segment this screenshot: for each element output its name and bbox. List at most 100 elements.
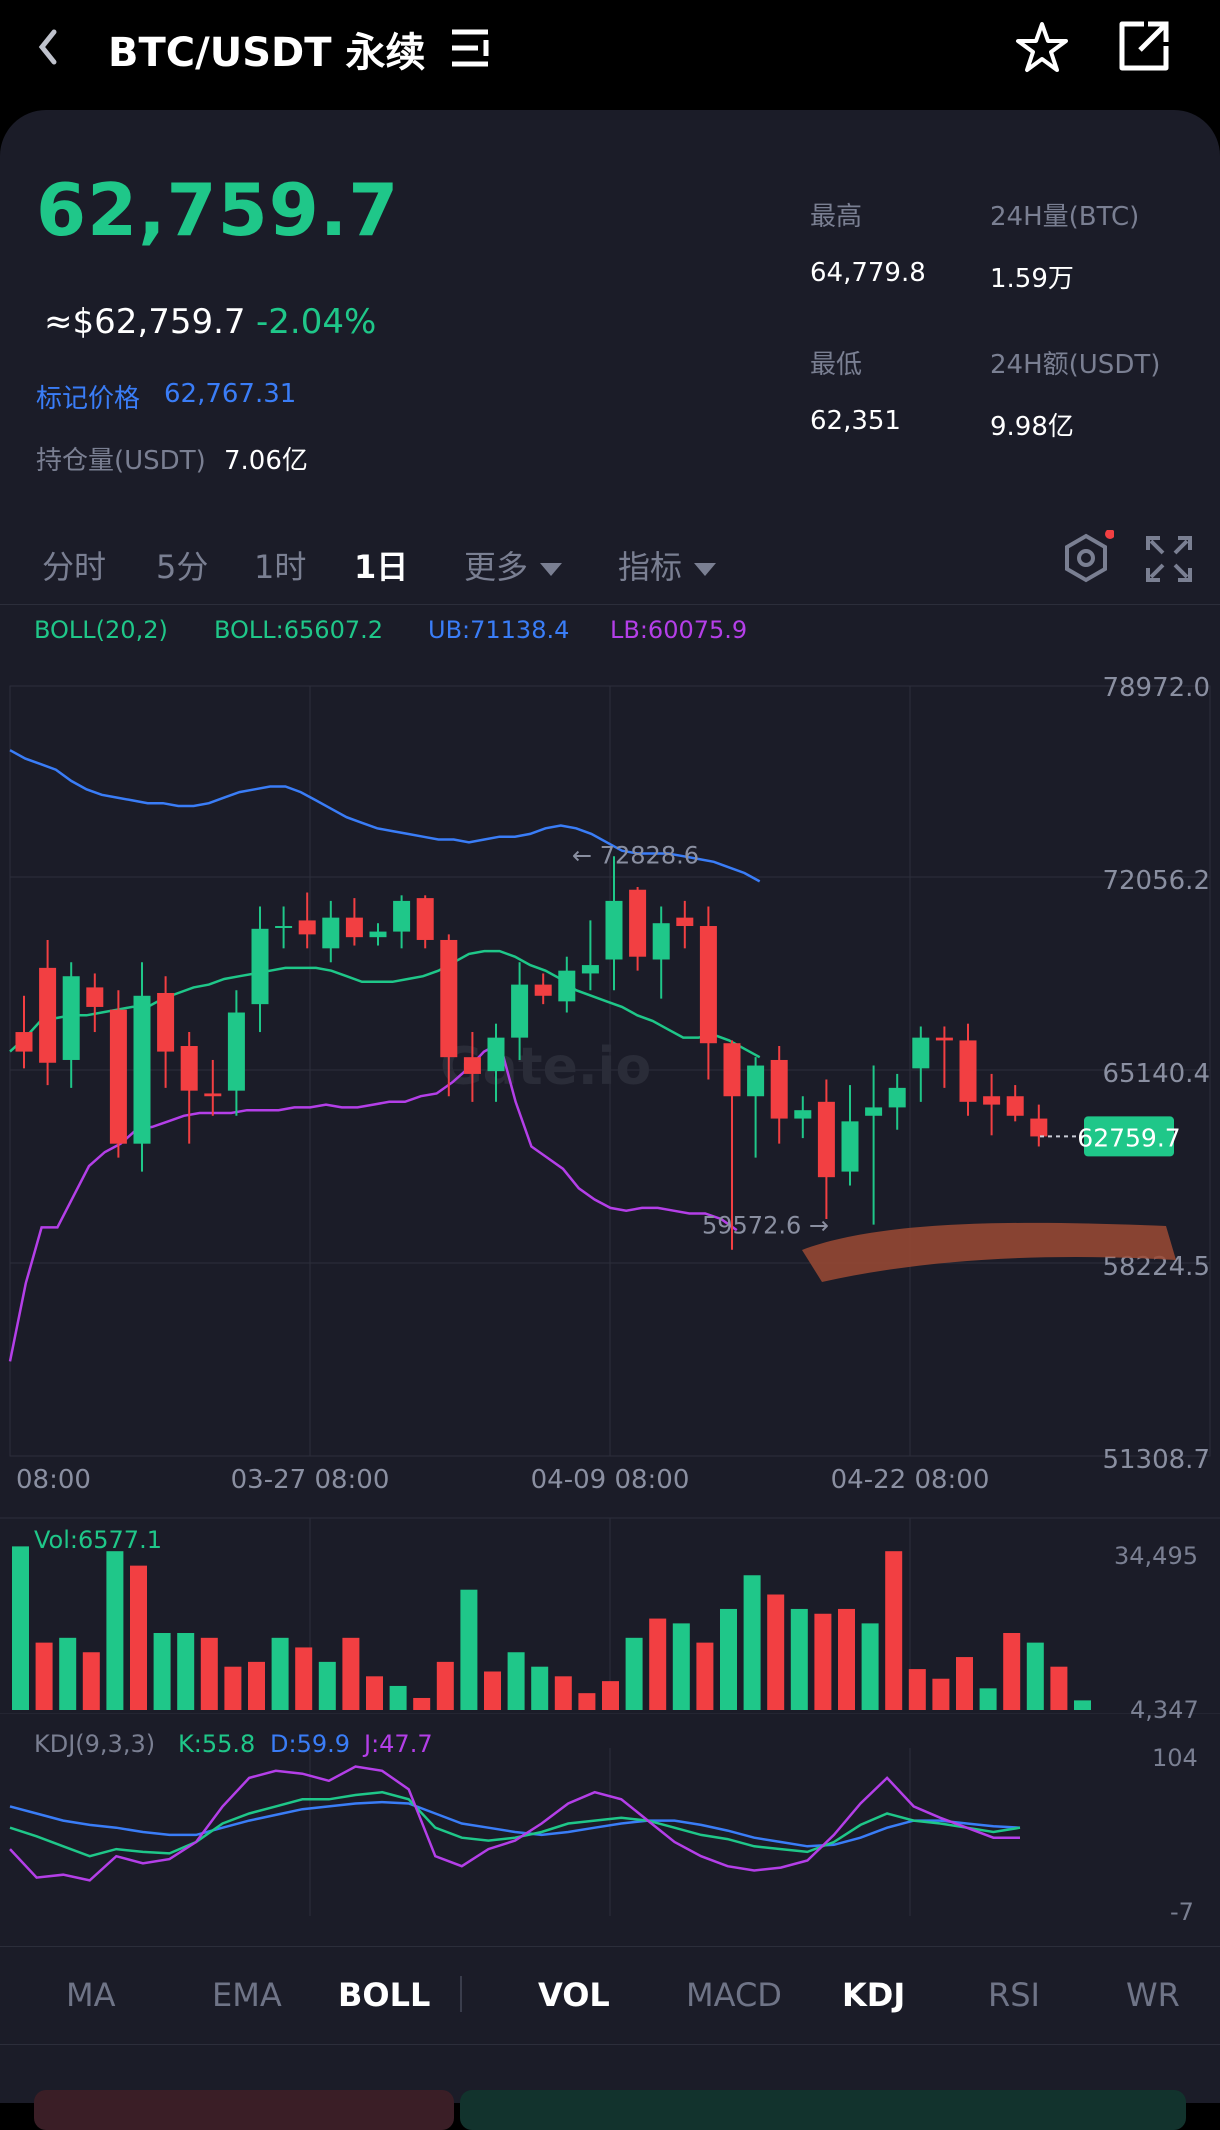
divider — [0, 604, 1220, 605]
x-axis-label: 04-09 08:00 — [531, 1465, 690, 1490]
boll-name: BOLL(20,2) — [34, 616, 168, 644]
candle-body — [511, 984, 529, 1038]
usd-price: ≈$62,759.7 — [44, 302, 246, 342]
candle-body — [676, 917, 694, 927]
volume-bottom-label: 4,347 — [1130, 1696, 1199, 1724]
open-interest-label: 持仓量(USDT) — [36, 446, 206, 476]
kdj-j: J:47.7 — [364, 1730, 433, 1758]
tab-separator — [460, 1976, 462, 2012]
candle-body — [629, 889, 647, 957]
low-label: 最低 — [810, 350, 863, 380]
volume-bar — [1026, 1642, 1044, 1710]
external-link-icon[interactable] — [1116, 18, 1172, 74]
candle-body — [534, 984, 552, 996]
star-outline-icon[interactable] — [1014, 20, 1070, 76]
chevron-left-icon[interactable] — [30, 22, 70, 72]
y-axis-label: 78972.0 — [1102, 673, 1210, 703]
volume-bar — [1074, 1700, 1091, 1710]
y-axis-label: 65140.4 — [1102, 1059, 1210, 1089]
candle-body — [15, 1032, 33, 1052]
candle-body — [204, 1093, 222, 1097]
volume-bar — [1050, 1666, 1068, 1710]
menu-lines-icon[interactable] — [448, 26, 492, 70]
candle-body — [251, 928, 269, 1005]
candle-body — [86, 987, 104, 1007]
caret-down-icon — [694, 563, 717, 576]
tab-indicator-label: 指标 — [618, 548, 683, 586]
candle-body — [369, 931, 387, 938]
tab-more-label: 更多 — [464, 548, 529, 586]
tab-more[interactable]: 更多 — [464, 542, 564, 588]
tab-wr[interactable]: WR — [1126, 1976, 1180, 2014]
tab-1hour[interactable]: 1时 — [254, 548, 307, 586]
candle-body — [1030, 1118, 1048, 1137]
candle-body — [959, 1040, 977, 1102]
volume-bar — [413, 1697, 431, 1710]
buy-button[interactable] — [460, 2090, 1186, 2130]
tab-timeline[interactable]: 分时 — [42, 548, 107, 586]
volume-bar — [625, 1637, 643, 1710]
volume-bar — [908, 1669, 926, 1710]
volume-bar — [672, 1623, 690, 1710]
amount-24h-label: 24H额(USDT) — [990, 350, 1161, 380]
fullscreen-icon[interactable] — [1146, 536, 1192, 582]
tab-boll[interactable]: BOLL — [338, 1976, 431, 2014]
page-title[interactable]: BTC/USDT 永续 — [108, 30, 426, 76]
candle-body — [888, 1087, 906, 1108]
y-axis-label: 51308.7 — [1102, 1445, 1210, 1475]
tab-indicator[interactable]: 指标 — [618, 542, 718, 588]
candle-body — [1006, 1096, 1024, 1116]
volume-bar — [484, 1671, 501, 1710]
chart-settings-icon[interactable] — [1058, 529, 1115, 586]
candle-body — [393, 900, 411, 932]
volume-bar — [507, 1652, 525, 1710]
tab-ma[interactable]: MA — [66, 1976, 116, 2014]
top-bar: BTC/USDT 永续 — [0, 0, 1220, 110]
volume-chart[interactable] — [0, 1514, 1220, 1714]
open-interest-value: 7.06亿 — [224, 446, 308, 476]
candle-body — [699, 926, 717, 1044]
candle-body — [322, 917, 340, 949]
kdj-name: KDJ(9,3,3) — [34, 1730, 156, 1758]
tab-vol[interactable]: VOL — [538, 1976, 610, 2014]
boll-lb: LB:60075.9 — [610, 616, 748, 644]
volume-bar — [720, 1608, 737, 1710]
current-price-tag-text: 62759.7 — [1077, 1123, 1180, 1152]
candle-body — [652, 923, 670, 960]
low-value: 62,351 — [810, 406, 901, 436]
tab-5min[interactable]: 5分 — [156, 548, 209, 586]
boll-ub: UB:71138.4 — [428, 616, 570, 644]
high-label: 最高 — [810, 202, 863, 232]
candle-body — [133, 995, 151, 1144]
candle-body — [275, 926, 293, 929]
volume-bar — [1003, 1633, 1021, 1710]
tab-ema[interactable]: EMA — [212, 1976, 282, 2014]
volume-bar — [578, 1693, 596, 1710]
volume-bar — [602, 1681, 619, 1710]
volume-bar — [436, 1661, 454, 1710]
tab-kdj[interactable]: KDJ — [842, 1976, 906, 2014]
candle-body — [157, 992, 175, 1052]
mark-price-label[interactable]: 标记价格 — [36, 384, 141, 414]
candlestick-chart[interactable]: Gate.io78972.072056.265140.458224.551308… — [0, 660, 1220, 1490]
sell-button[interactable] — [34, 2090, 454, 2130]
tab-macd[interactable]: MACD — [686, 1976, 782, 2014]
volume-bar — [979, 1688, 997, 1710]
kdj-chart[interactable] — [0, 1718, 1220, 1938]
candle-body — [558, 970, 576, 1002]
change-percent: -2.04% — [256, 302, 377, 342]
boll-mid: BOLL:65607.2 — [214, 616, 384, 644]
candle-body — [463, 1057, 481, 1074]
mark-price-value: 62,767.31 — [164, 379, 297, 409]
tab-1day[interactable]: 1日 — [354, 548, 409, 586]
tab-rsi[interactable]: RSI — [988, 1976, 1040, 2014]
volume-bar — [342, 1637, 360, 1710]
kdj-k: K:55.8 — [178, 1730, 256, 1758]
candle-body — [227, 1012, 245, 1091]
volume-bar — [814, 1613, 832, 1710]
candle-body — [62, 976, 80, 1060]
volume-bar — [649, 1618, 667, 1710]
amount-24h-value: 9.98亿 — [990, 412, 1074, 442]
candle-body — [770, 1059, 788, 1119]
candle-body — [109, 1009, 127, 1144]
